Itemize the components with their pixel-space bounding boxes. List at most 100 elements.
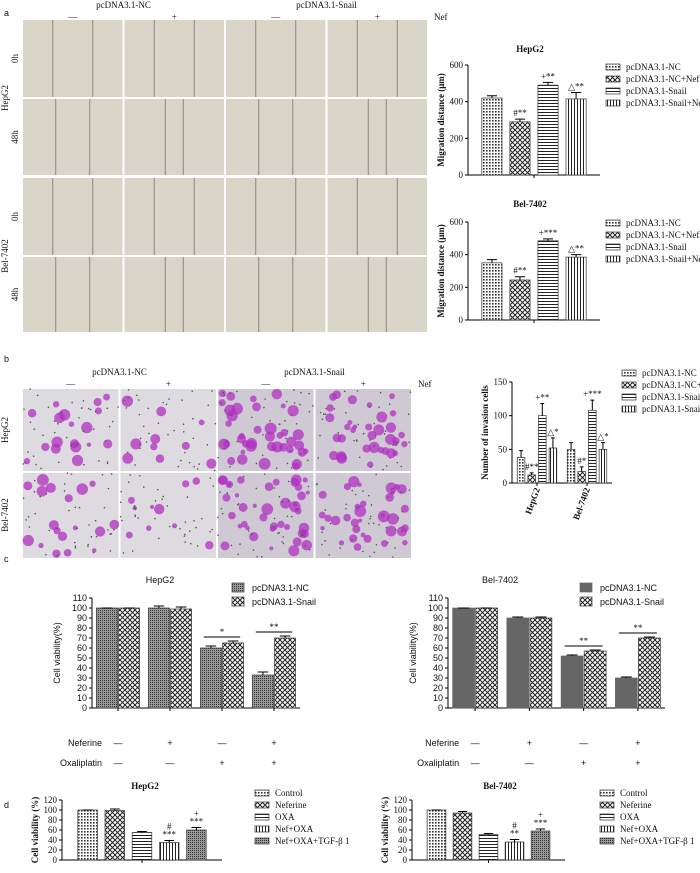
micrograph-bg	[327, 257, 427, 332]
pore	[47, 406, 50, 409]
significance-label: △*	[547, 427, 559, 437]
y-tick-label: 0	[53, 855, 58, 865]
pore	[408, 489, 411, 491]
legend-swatch	[599, 789, 615, 797]
legend-swatch	[599, 837, 615, 845]
cell	[398, 431, 405, 439]
pore	[328, 554, 331, 556]
cell-line-label: HepG2	[0, 85, 10, 111]
pore	[108, 425, 111, 428]
y-axis-label: Cell viability (%)	[30, 797, 40, 864]
pore	[324, 509, 327, 511]
y-tick-label: 40	[433, 663, 443, 673]
factor-level: +	[167, 738, 172, 748]
pore	[374, 434, 377, 437]
pore	[274, 525, 276, 528]
cell	[367, 430, 377, 440]
pore	[63, 490, 66, 492]
cell	[402, 539, 408, 546]
y-tick-label: 120	[394, 795, 408, 805]
pore	[226, 492, 229, 494]
pore	[395, 443, 398, 446]
pore	[397, 441, 399, 444]
pore	[224, 409, 227, 412]
legend-label: Control	[275, 788, 303, 798]
pore	[369, 515, 372, 518]
error-bar	[227, 640, 239, 643]
legend-label: Nef+OXA	[275, 824, 314, 834]
pore	[394, 528, 397, 531]
pore	[345, 411, 347, 414]
cell	[27, 408, 37, 418]
pore	[370, 504, 373, 506]
pore	[212, 485, 215, 487]
error-bar	[153, 605, 165, 608]
micrograph-bg	[226, 257, 326, 332]
legend-label: Nef+OXA	[620, 824, 659, 834]
cell	[330, 515, 341, 526]
micrograph-bg	[315, 389, 411, 471]
chart-title: Bel-7402	[482, 575, 518, 585]
cell	[389, 393, 395, 400]
pore	[94, 519, 97, 522]
y-tick-label: 20	[433, 683, 443, 693]
pore	[220, 507, 223, 510]
micrograph-bg	[124, 99, 224, 175]
micrograph-bg	[120, 473, 216, 558]
cell	[218, 475, 228, 485]
pore	[357, 423, 359, 426]
pore	[217, 534, 219, 537]
significance-label: ***	[162, 830, 176, 840]
y-tick-label: 100	[44, 805, 58, 815]
micrograph	[124, 20, 224, 97]
legend-label: pcDNA3.1-Snail	[626, 242, 687, 252]
micrograph-bg	[23, 473, 119, 558]
cell	[348, 476, 360, 488]
pore	[236, 440, 238, 443]
pore	[217, 456, 219, 459]
micrograph	[226, 257, 326, 332]
cell	[236, 434, 247, 444]
pore	[168, 525, 171, 528]
pore	[229, 465, 231, 468]
pore	[388, 403, 391, 406]
cell	[385, 493, 394, 502]
pore	[95, 535, 98, 538]
cell	[269, 522, 278, 531]
cell	[302, 477, 308, 483]
factor-level: +	[635, 758, 640, 768]
pore	[87, 407, 90, 410]
timepoint-label: 0h	[10, 54, 20, 64]
cell	[150, 504, 155, 510]
legend-swatch	[605, 243, 621, 251]
error-bar	[164, 840, 175, 843]
legend-swatch	[254, 825, 270, 833]
treatment-sign: —	[270, 12, 281, 22]
micrograph	[226, 20, 326, 97]
pore	[107, 529, 109, 531]
y-tick-label: 100	[428, 603, 443, 613]
pore	[337, 432, 340, 434]
pore	[113, 528, 115, 531]
pore	[110, 473, 113, 475]
pore	[273, 487, 276, 489]
timepoint-label: 0h	[10, 212, 20, 222]
pore	[57, 461, 60, 464]
pore	[137, 517, 139, 519]
pore	[217, 516, 219, 519]
y-tick-label: 50	[498, 444, 508, 454]
bar	[588, 409, 597, 484]
cell	[293, 501, 298, 507]
y-tick-label: 80	[433, 623, 443, 633]
significance-label: △**	[568, 82, 584, 92]
significance-label: +***	[583, 389, 602, 399]
pore	[400, 491, 402, 493]
panel-label: b	[4, 354, 9, 364]
treatment-sign: —	[67, 12, 78, 22]
micrograph	[327, 99, 427, 175]
pore	[104, 440, 107, 442]
significance-label: +	[194, 809, 199, 819]
bar	[538, 415, 547, 484]
legend-label: pcDNA3.1-Snail	[600, 597, 664, 607]
pore	[275, 467, 278, 469]
